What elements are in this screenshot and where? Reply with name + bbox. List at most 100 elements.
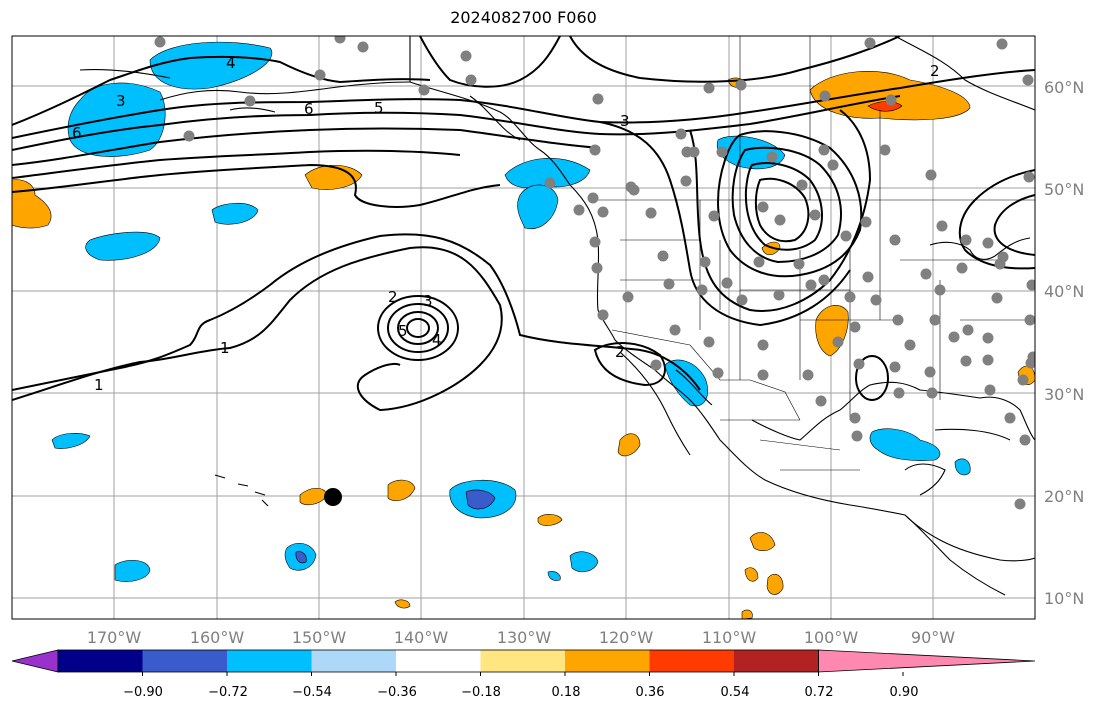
- station-marker: [840, 230, 852, 242]
- station-marker: [885, 94, 897, 106]
- contour-line: [569, 36, 901, 83]
- station-marker: [827, 159, 839, 171]
- contour-line: [717, 130, 863, 278]
- coastlines: [79, 36, 1035, 596]
- hudson-bay: [894, 36, 1035, 111]
- station-marker: [904, 339, 916, 351]
- alaska-coastline: [159, 81, 411, 101]
- negative-shade-region: [504, 157, 591, 188]
- station-marker: [982, 332, 994, 344]
- colorbar-segment: [480, 650, 566, 672]
- station-marker: [1014, 498, 1026, 510]
- station-marker: [591, 262, 603, 274]
- station-marker: [860, 216, 872, 228]
- contour-line: [12, 149, 461, 179]
- station-marker: [460, 50, 472, 62]
- contour-label: 4: [226, 54, 236, 72]
- station-marker: [1026, 279, 1035, 291]
- station-marker: [802, 369, 814, 381]
- station-marker: [774, 214, 786, 226]
- positive-shade-region: [744, 567, 759, 582]
- station-marker: [924, 366, 936, 378]
- colorbar-segment: [311, 650, 397, 672]
- station-marker: [587, 192, 599, 204]
- colorbar-extend-min: [11, 649, 59, 673]
- station-marker: [773, 289, 785, 301]
- station-marker: [592, 93, 604, 105]
- shaded-regions: [12, 41, 1035, 619]
- station-marker: [862, 271, 874, 283]
- station-marker: [703, 336, 715, 348]
- longitude-label: 140°W: [394, 628, 449, 647]
- contour-lines: [12, 36, 1035, 412]
- station-marker: [757, 339, 769, 351]
- colorbar-segment: [227, 650, 312, 672]
- station-marker: [832, 336, 844, 348]
- contour-line: [593, 342, 666, 387]
- station-marker: [753, 256, 765, 268]
- station-marker: [1024, 314, 1035, 326]
- station-marker: [948, 331, 960, 343]
- hawaii: [214, 474, 269, 507]
- colorbar-tick-label: −0.54: [292, 685, 332, 700]
- station-marker: [680, 175, 692, 187]
- colorbar-tick-label: 0.90: [890, 685, 919, 700]
- station-marker: [645, 207, 657, 219]
- longitude-axis: 170°W 160°W 150°W 140°W 130°W 120°W 110°…: [87, 628, 955, 647]
- station-marker: [934, 284, 946, 296]
- gulf-coastline: [751, 381, 1035, 441]
- contour-label: 2: [930, 62, 940, 80]
- station-marker: [815, 395, 827, 407]
- station-marker: [657, 250, 669, 262]
- station-marker: [809, 209, 821, 221]
- station-marker: [1017, 374, 1029, 386]
- station-marker: [716, 146, 728, 158]
- contour-line: [12, 55, 431, 126]
- map-frame: [11, 35, 1036, 620]
- negative-shade-region: [954, 458, 971, 476]
- station-marker: [183, 130, 195, 142]
- station-marker: [597, 206, 609, 218]
- positive-shade-region: [394, 599, 411, 609]
- contour-line: [689, 109, 872, 312]
- station-marker: [849, 321, 861, 333]
- yucatan-coastline: [904, 463, 946, 496]
- station-marker: [418, 84, 430, 96]
- station-marker: [708, 210, 720, 222]
- negative-shade-region: [51, 433, 91, 449]
- station-marker: [757, 201, 769, 213]
- colorbar-tick-label: 0.54: [721, 685, 750, 700]
- positive-shade-region: [741, 609, 753, 619]
- baja-coastline: [619, 351, 713, 456]
- negative-shade-region: [85, 231, 161, 261]
- negative-shade-region: [114, 560, 151, 582]
- station-marker: [960, 355, 972, 367]
- colorbar-segment: [58, 650, 143, 672]
- longitude-label: 120°W: [599, 628, 654, 647]
- station-marker: [925, 169, 937, 181]
- station-marker: [819, 90, 831, 102]
- station-marker: [851, 430, 863, 442]
- latitude-label: 20°N: [1044, 487, 1084, 506]
- station-marker: [663, 278, 675, 290]
- longitude-label: 90°W: [911, 628, 955, 647]
- contour-line: [993, 194, 1035, 256]
- colorbar-frame: [57, 649, 819, 673]
- central-america: [904, 514, 1006, 596]
- station-marker: [996, 38, 1008, 50]
- us-mexico-border: [611, 329, 801, 421]
- station-marker: [703, 82, 715, 94]
- station-marker: [893, 387, 905, 399]
- contour-label: 2: [388, 288, 398, 306]
- colorbar-segment: [396, 650, 481, 672]
- station-marker: [962, 324, 974, 336]
- station-marker: [1019, 434, 1031, 446]
- station-marker: [757, 369, 769, 381]
- station-marker: [712, 367, 724, 379]
- station-marker: [1022, 74, 1034, 86]
- canada-provinces: [739, 36, 881, 200]
- station-marker: [1025, 357, 1035, 369]
- colorbar-extend-max: [818, 649, 1036, 673]
- station-marker: [735, 79, 747, 91]
- station-marker: [844, 291, 856, 303]
